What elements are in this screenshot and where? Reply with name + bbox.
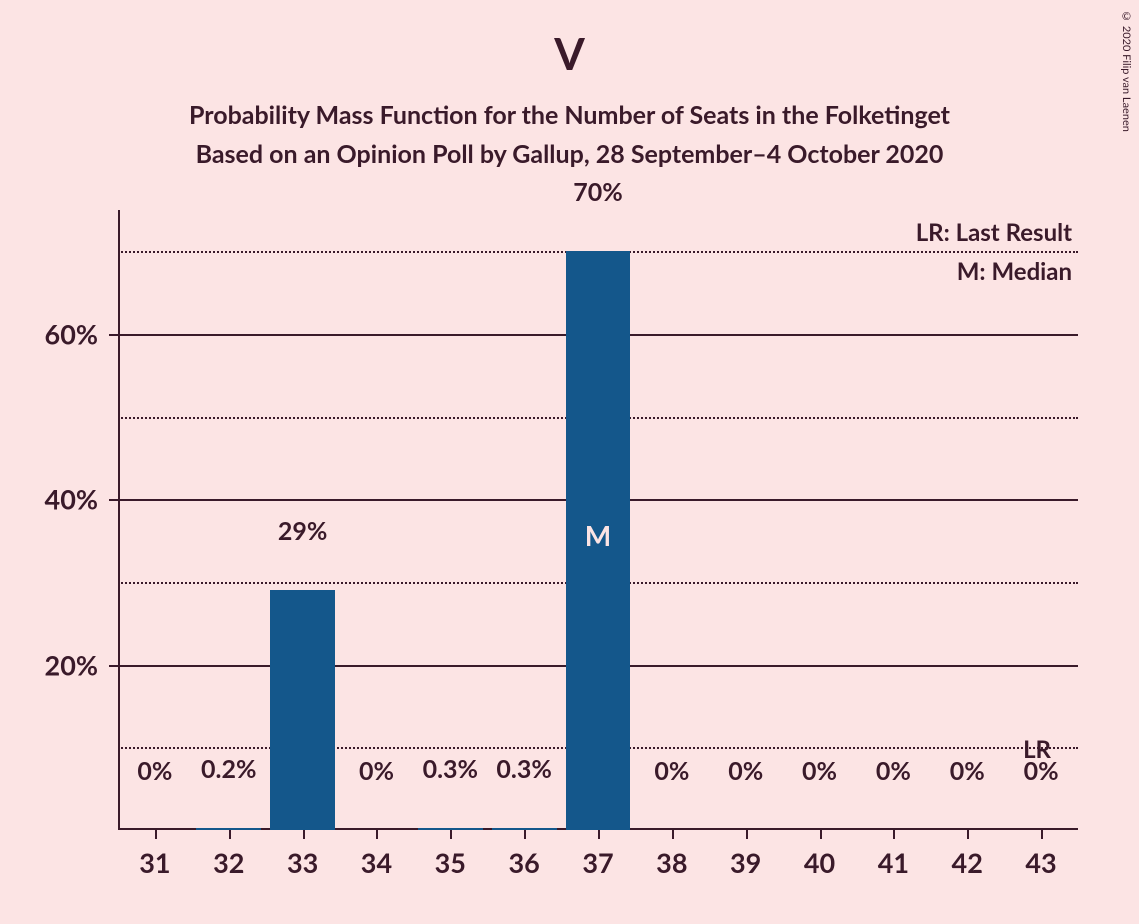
x-tick-label: 34 [340, 846, 414, 879]
subtitle-line-2: Based on an Opinion Poll by Gallup, 28 S… [196, 139, 944, 169]
bar-value-label: 0% [856, 756, 930, 792]
bar-value-label: 0.2% [192, 754, 266, 790]
chart-title: V [0, 28, 1139, 80]
x-tick-mark [1041, 830, 1043, 839]
bar [270, 590, 335, 830]
x-tick-label: 43 [1004, 846, 1078, 879]
x-tick-mark [376, 830, 378, 839]
bar-value-label: 0% [930, 756, 1004, 792]
bar-value-label: 0% [118, 756, 192, 792]
y-tick-label: 40% [8, 483, 98, 516]
x-tick-mark [229, 830, 231, 839]
x-tick-label: 41 [856, 846, 930, 879]
x-tick-label: 40 [783, 846, 857, 879]
y-tick-mark [109, 665, 118, 667]
x-tick-label: 33 [266, 846, 340, 879]
y-tick-mark [109, 334, 118, 336]
title-block: V Probability Mass Function for the Numb… [0, 0, 1139, 174]
copyright-text: © 2020 Filip van Laenen [1120, 10, 1133, 132]
y-tick-mark [109, 499, 118, 501]
x-tick-label: 38 [635, 846, 709, 879]
x-tick-mark [967, 830, 969, 839]
bar-value-label: 0.3% [413, 754, 487, 790]
x-tick-label: 32 [192, 846, 266, 879]
x-tick-mark [893, 830, 895, 839]
lr-marker: LR [1023, 735, 1051, 764]
x-tick-label: 35 [413, 846, 487, 879]
bar-value-label: 0% [709, 756, 783, 792]
x-tick-label: 42 [930, 846, 1004, 879]
x-tick-label: 31 [118, 846, 192, 879]
bar: M [566, 251, 631, 830]
x-tick-label: 37 [561, 846, 635, 879]
x-tick-mark [524, 830, 526, 839]
subtitle-line-1: Probability Mass Function for the Number… [189, 100, 950, 130]
x-tick-mark [155, 830, 157, 839]
bar-value-label: 0.3% [487, 754, 561, 790]
bar-value-label: 29% [266, 516, 340, 552]
legend-m: M: Median [957, 257, 1072, 286]
y-tick-label: 60% [8, 318, 98, 351]
bar-value-label: 0% [340, 756, 414, 792]
x-tick-mark [303, 830, 305, 839]
x-tick-mark [450, 830, 452, 839]
x-tick-mark [746, 830, 748, 839]
legend-lr: LR: Last Result [916, 218, 1072, 247]
x-tick-label: 39 [709, 846, 783, 879]
x-tick-label: 36 [487, 846, 561, 879]
chart-subtitle: Probability Mass Function for the Number… [0, 96, 1139, 174]
median-label: M [566, 518, 631, 552]
y-axis [118, 210, 120, 830]
bar-value-label: 0% [635, 756, 709, 792]
x-tick-mark [820, 830, 822, 839]
x-tick-mark [598, 830, 600, 839]
chart-plot-area: 20%40%60%LR: Last ResultM: Median0%310.2… [118, 210, 1078, 830]
bar-value-label: 0% [783, 756, 857, 792]
x-tick-mark [672, 830, 674, 839]
y-tick-label: 20% [8, 648, 98, 681]
bar-value-label: 70% [561, 177, 635, 213]
